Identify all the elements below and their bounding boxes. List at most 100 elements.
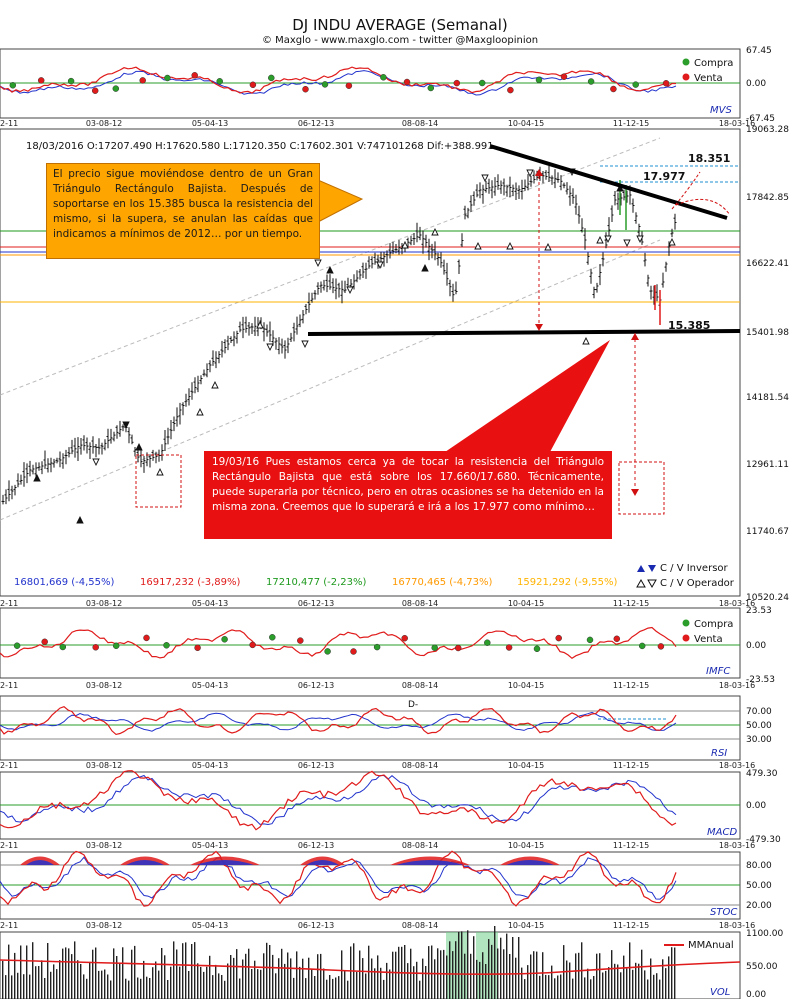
vol-label: VOL <box>710 987 730 998</box>
stoc-overbought-fill <box>126 860 164 865</box>
stoc-tick-80: 80.00 <box>746 861 772 871</box>
legend-op-up-icon <box>636 578 646 588</box>
projection-arrow-1 <box>671 171 701 210</box>
mvs-top-tick: 67.45 <box>746 46 772 56</box>
vol-bar <box>590 979 592 999</box>
vol-bar <box>527 965 529 999</box>
vol-bar <box>335 977 337 999</box>
stoc-k-line <box>0 850 677 907</box>
vol-bar <box>476 959 478 999</box>
vol-bar <box>560 974 562 999</box>
level-17977-label: 17.977 <box>643 170 685 183</box>
vol-bar <box>377 955 379 999</box>
price-candles <box>1 165 677 505</box>
date-tick: 05-04-13 <box>192 761 228 770</box>
vol-bar <box>38 966 40 999</box>
vol-bar <box>278 958 280 999</box>
signal-dot <box>164 74 171 82</box>
rsi-tick-30: 30.00 <box>746 735 772 745</box>
vol-bar <box>320 953 322 999</box>
vol-bar <box>317 954 319 999</box>
vol-bar <box>137 977 139 999</box>
date-tick: 11-12-15 <box>613 841 649 850</box>
stoc-label: STOC <box>710 907 737 918</box>
signal-marker <box>211 380 219 389</box>
signal-marker <box>346 286 354 295</box>
date-tick: 05-04-13 <box>192 681 228 690</box>
vol-bar <box>212 975 214 999</box>
vol-bar <box>668 956 670 999</box>
vol-bar <box>266 942 268 999</box>
vol-bar <box>392 951 394 999</box>
legend-inv-down-icon <box>648 565 656 572</box>
vol-bar <box>464 953 466 999</box>
vol-bar <box>548 975 550 999</box>
vol-bar <box>617 964 619 999</box>
signal-dot <box>163 642 170 649</box>
vol-bar <box>326 979 328 999</box>
price-y-tick: 14181.54 <box>746 393 789 403</box>
signal-dot <box>249 81 257 89</box>
signal-dot <box>373 643 381 651</box>
signal-marker <box>196 407 204 416</box>
vol-bar <box>11 975 13 999</box>
vol-bar <box>17 972 19 999</box>
vol-bar <box>569 962 571 999</box>
date-tick: 10-04-15 <box>508 599 544 608</box>
date-tick: 10-04-15 <box>508 921 544 930</box>
signal-marker <box>33 473 41 482</box>
vol-bar <box>572 978 574 999</box>
signal-dot <box>297 637 304 644</box>
ma-value-3: 17210,477 (-2,23%) <box>266 577 367 588</box>
stoc-d-line <box>0 856 677 900</box>
signal-dot <box>632 81 639 88</box>
signal-dot <box>403 78 411 86</box>
vol-bar <box>644 970 646 999</box>
signal-dot <box>401 634 408 642</box>
vol-bar <box>59 960 61 999</box>
vol-bar <box>29 974 31 999</box>
price-y-tick: 12961.11 <box>746 460 789 470</box>
vol-bar <box>71 954 73 999</box>
vol-bar <box>188 971 190 999</box>
date-tick: 08-08-14 <box>402 599 438 608</box>
price-y-tick: 10520.24 <box>746 593 789 603</box>
vol-bar <box>323 968 325 999</box>
vol-bar <box>62 948 64 999</box>
vol-bar <box>515 957 517 999</box>
signal-marker <box>376 261 384 270</box>
vol-bar <box>155 961 157 999</box>
signal-dot <box>59 643 67 651</box>
signal-dot <box>321 81 329 88</box>
vol-bar <box>359 950 361 999</box>
vol-bar <box>635 962 637 999</box>
vol-bar <box>110 980 112 999</box>
signal-markers <box>33 168 676 524</box>
signal-marker <box>544 242 552 251</box>
vol-bar <box>344 970 346 999</box>
vol-bar <box>665 968 667 999</box>
vol-bar <box>428 946 430 999</box>
vol-bar <box>80 964 82 999</box>
date-tick: 11-12-15 <box>613 119 649 128</box>
vol-bar <box>575 953 577 999</box>
vol-bar <box>125 978 127 999</box>
vol-bar <box>596 953 598 999</box>
target-arrowhead-1 <box>535 324 543 331</box>
date-tick: 11-12-15 <box>613 921 649 930</box>
vol-bar <box>545 974 547 999</box>
vol-bar <box>311 969 313 999</box>
signal-marker <box>474 241 482 250</box>
vol-bar <box>650 958 652 999</box>
vol-bar <box>395 951 397 999</box>
vol-bar <box>281 948 283 999</box>
date-tick: 18-03-16 <box>719 599 755 608</box>
stoc-tick-20: 20.00 <box>746 901 772 911</box>
callout-2-pointer <box>445 340 610 452</box>
vol-bar <box>524 979 526 999</box>
legend-op-down-icon <box>647 579 657 589</box>
panel-vol: MMAnual 1100.00 550.00 0.00 VOL <box>0 926 783 1000</box>
vol-bar <box>239 978 241 999</box>
signal-marker <box>596 235 604 244</box>
macd-tick-mid: 0.00 <box>746 801 766 811</box>
